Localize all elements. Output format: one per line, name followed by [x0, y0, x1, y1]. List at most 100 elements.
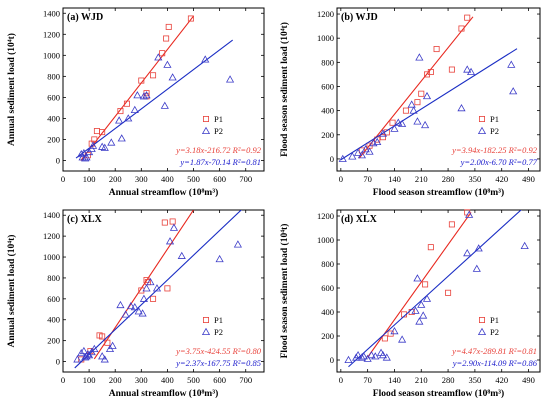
y-tick-label: 800	[321, 57, 334, 67]
data-point-p2	[353, 350, 363, 359]
legend-label: P2	[490, 126, 499, 136]
data-point-p2	[417, 300, 426, 308]
y-tick-label: 200	[321, 130, 334, 140]
data-point-p2	[100, 143, 109, 151]
y-axis-label: Flood season sediment load (10⁴t)	[279, 22, 290, 157]
data-point-p1	[99, 333, 106, 340]
plot-frame	[336, 7, 541, 172]
data-point-p2	[233, 240, 242, 248]
legend-marker-p2	[477, 327, 487, 336]
data-point-p2	[422, 294, 432, 302]
data-point-p2	[169, 223, 179, 231]
legend-label: P1	[214, 315, 223, 325]
y-tick-label: 1200	[43, 231, 60, 241]
chart-panel-3: 0 100 200 300 400 500 600 700 0 200 400 600 800 1000 1…	[6, 209, 265, 399]
x-tick-label: 420	[495, 174, 508, 184]
data-point-p1	[389, 119, 396, 126]
data-point-p1	[418, 90, 425, 97]
chart-panel-2: 0 70 140 210 280 350 420 490 0 200 400 600 800 1000 12…	[279, 7, 541, 198]
data-point-p2	[357, 353, 366, 361]
data-point-p1	[169, 218, 176, 225]
data-point-p2	[107, 138, 116, 146]
data-point-p2	[160, 101, 169, 109]
x-tick-label: 420	[495, 375, 508, 385]
data-point-p2	[344, 355, 353, 364]
data-point-p2	[390, 124, 399, 132]
data-point-p2	[225, 75, 235, 83]
data-point-p1	[464, 14, 471, 21]
panel-title: (d) XLX	[341, 214, 378, 225]
data-point-p2	[215, 254, 224, 263]
data-point-p1	[150, 72, 157, 79]
data-point-p2	[348, 152, 357, 160]
x-tick-label: 600	[213, 375, 226, 385]
data-point-p2	[146, 277, 155, 286]
data-point-p2	[419, 311, 428, 319]
data-point-p1	[448, 66, 455, 73]
x-tick-label: 0	[61, 375, 65, 385]
data-point-p1	[91, 136, 98, 143]
x-tick-label: 400	[161, 375, 174, 385]
legend-marker-p1	[478, 116, 485, 123]
fit-line-p2	[75, 39, 234, 159]
x-tick-label: 200	[109, 174, 122, 184]
data-point-p2	[116, 300, 125, 309]
data-point-p2	[373, 137, 382, 146]
plot-frame	[62, 7, 265, 172]
data-point-p2	[82, 153, 91, 161]
x-tick-label: 280	[442, 174, 455, 184]
x-tick-label: 0	[339, 375, 343, 385]
y-tick-label: 0	[56, 155, 60, 165]
x-tick-label: 500	[187, 375, 200, 385]
series-p1	[78, 210, 194, 363]
y-tick-label: 0	[330, 154, 334, 164]
regression-equation: y=2.37x-167.75 R²=0.85	[175, 358, 261, 368]
data-point-p1	[379, 134, 386, 141]
x-tick-label: 70	[363, 174, 372, 184]
data-point-p2	[457, 104, 466, 112]
data-point-p1	[123, 100, 130, 107]
data-point-p2	[130, 105, 139, 114]
x-tick-label: 700	[239, 174, 252, 184]
legend-label: P2	[490, 327, 499, 337]
y-tick-label: 800	[47, 71, 60, 81]
chart-panel-1: 0 100 200 300 400 500 600 700 0 200 400 600 800 1000 1…	[6, 7, 265, 198]
x-axis-label: Annual streamflow (10⁸m³)	[109, 388, 219, 399]
data-point-p2	[371, 352, 380, 360]
data-point-p2	[352, 353, 361, 361]
legend-label: P2	[214, 126, 223, 136]
data-point-p1	[138, 287, 145, 294]
data-point-p1	[414, 99, 421, 106]
data-point-p2	[168, 73, 177, 81]
legend-marker-p2	[201, 327, 211, 336]
data-point-p2	[130, 302, 139, 311]
data-point-p2	[359, 352, 368, 360]
data-point-p2	[338, 154, 347, 162]
y-tick-label: 800	[321, 259, 334, 269]
data-point-p2	[126, 301, 135, 310]
data-point-p2	[81, 154, 90, 162]
x-tick-label: 300	[135, 375, 148, 385]
data-point-p2	[394, 118, 403, 126]
data-point-p2	[142, 284, 151, 292]
y-tick-label: 1000	[43, 50, 60, 60]
y-tick-label: 1200	[43, 29, 60, 39]
data-point-p2	[79, 346, 88, 355]
x-tick-label: 100	[83, 174, 96, 184]
y-tick-label: 400	[321, 106, 334, 116]
legend-label: P1	[490, 114, 499, 124]
data-point-p1	[117, 108, 124, 115]
x-tick-label: 70	[363, 375, 372, 385]
regression-equation: y=2.00x-6.70 R²=0.77	[460, 157, 538, 167]
y-tick-label: 1000	[317, 33, 334, 43]
data-point-p2	[520, 241, 529, 250]
x-tick-label: 350	[469, 375, 482, 385]
plot-frame	[336, 209, 541, 373]
x-tick-label: 600	[213, 174, 226, 184]
x-tick-label: 490	[522, 174, 535, 184]
data-point-p2	[134, 307, 143, 315]
data-point-p2	[407, 100, 416, 108]
data-point-p2	[365, 147, 374, 155]
plot-frame	[62, 209, 265, 373]
panel-title: (b) WJD	[341, 12, 378, 23]
